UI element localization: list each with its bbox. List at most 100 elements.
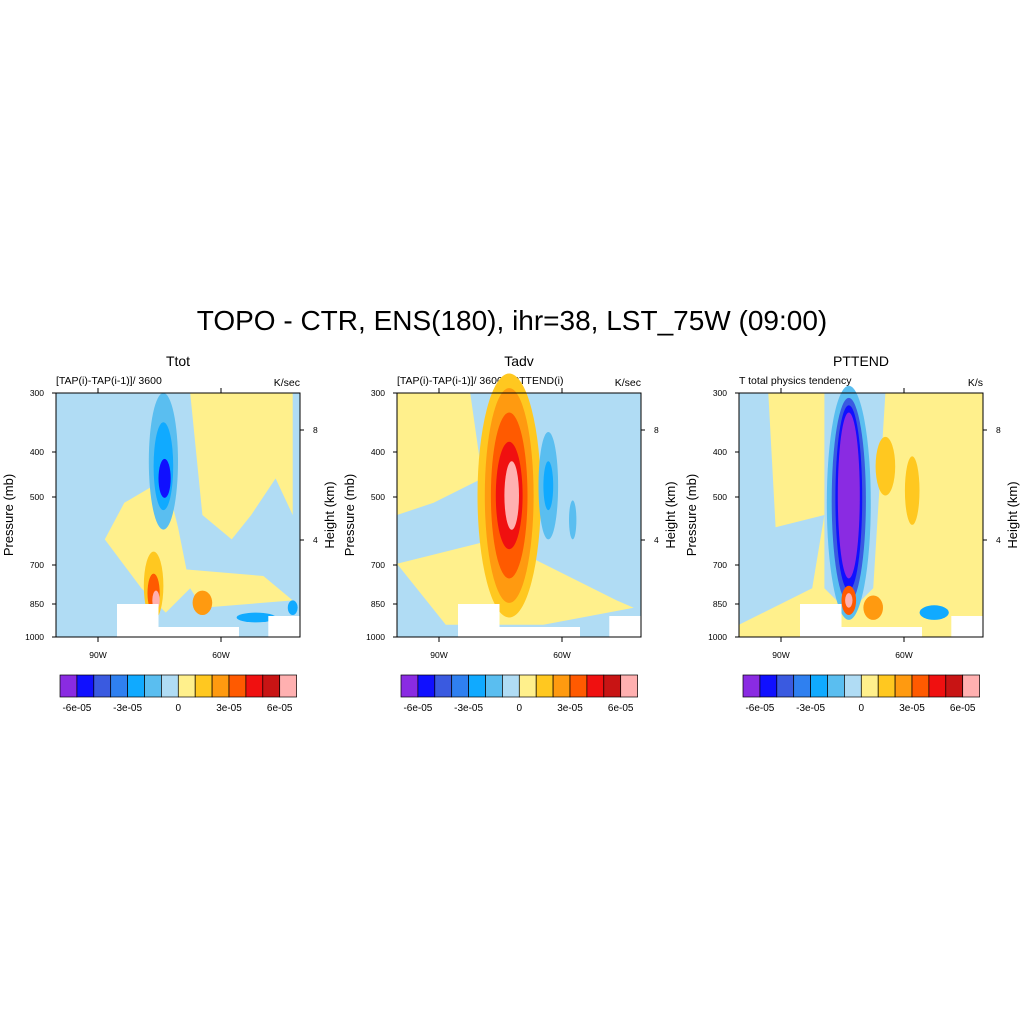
colorbar-label: 6e-05 — [950, 703, 976, 714]
y-tick-label: 300 — [371, 388, 385, 398]
y-right-tick-label: 4 — [654, 535, 659, 545]
colorbar-label: -3e-05 — [796, 703, 825, 714]
colorbar-swatch — [620, 674, 638, 698]
colorbar-swatch — [911, 674, 930, 698]
colorbar-label: 0 — [517, 703, 523, 714]
colorbar-swatch — [127, 674, 145, 698]
field-cold-core — [287, 600, 298, 615]
colorbar-swatch — [860, 674, 879, 698]
colorbar-swatch — [877, 674, 896, 698]
colorbar-swatch — [468, 674, 486, 698]
colorbar-label: 6e-05 — [608, 703, 634, 714]
y-right-axis-label: Height (km) — [1005, 481, 1020, 548]
y-tick-label: 1000 — [25, 632, 44, 642]
y-tick-label: 850 — [371, 599, 385, 609]
panel-subtitle-left: [TAP(i)-TAP(i-1)]/ 3600 — [56, 375, 162, 387]
colorbar-label: -3e-05 — [454, 703, 483, 714]
field-warm-core — [863, 595, 883, 620]
colorbar-swatch — [161, 674, 179, 698]
panel-title: PTTEND — [833, 353, 889, 369]
colorbar-swatch — [928, 674, 947, 698]
panel-subtitle-left: [TAP(i)-TAP(i-1)]/ 3600 - PTTEND(i) — [397, 375, 563, 387]
y-right-tick-label: 4 — [996, 535, 1001, 545]
colorbar-label: 3e-05 — [557, 703, 583, 714]
field-cold-core — [158, 458, 171, 498]
colorbar-label: -6e-05 — [745, 703, 774, 714]
y-axis-label: Pressure (mb) — [342, 474, 357, 556]
topography-mask — [800, 627, 922, 637]
x-tick-label: 90W — [772, 650, 789, 660]
field-cool-region — [739, 393, 825, 625]
plot-frame — [55, 392, 301, 638]
y-tick-label: 850 — [713, 599, 727, 609]
topography-mask — [268, 616, 300, 637]
colorbar-swatch — [586, 674, 605, 698]
colorbar-swatch — [434, 674, 453, 698]
colorbar-label: 3e-05 — [216, 703, 242, 714]
y-tick-label: 500 — [371, 492, 385, 502]
topography-mask — [951, 616, 983, 637]
colorbar-swatch — [518, 674, 537, 698]
x-tick-label: 60W — [212, 650, 229, 660]
plot-frame — [738, 392, 984, 638]
field-cold-core — [569, 500, 577, 540]
colorbar-swatch — [962, 674, 980, 698]
colorbar-swatch — [485, 674, 503, 698]
y-tick-label: 700 — [30, 560, 44, 570]
y-tick-label: 700 — [713, 560, 727, 570]
colorbar-swatch — [603, 674, 622, 698]
x-tick-label: 90W — [89, 650, 106, 660]
colorbar-swatch — [844, 674, 862, 698]
field-warm-core — [904, 456, 920, 525]
colorbar-swatch — [502, 674, 520, 698]
field-cold-core — [236, 612, 276, 623]
y-right-tick-label: 8 — [654, 425, 659, 435]
panel-units: K/s — [968, 377, 983, 389]
field-warm-core — [192, 590, 213, 615]
y-tick-label: 400 — [713, 447, 727, 457]
colorbar-swatch — [945, 674, 964, 698]
y-tick-label: 400 — [30, 447, 44, 457]
panel-title: Ttot — [166, 353, 190, 369]
colorbar-swatch — [245, 674, 264, 698]
panel-units: K/sec — [274, 377, 300, 389]
panel-subtitle-left: T total physics tendency — [739, 375, 852, 387]
y-tick-label: 850 — [30, 599, 44, 609]
x-tick-label: 60W — [553, 650, 570, 660]
contour-field — [397, 373, 641, 637]
chart-panel-pttend: PTTEND T total physics tendency K/s 300 400 5… — [684, 353, 1020, 714]
y-axis-label: Pressure (mb) — [1, 474, 16, 556]
colorbar-swatch — [451, 674, 469, 698]
y-tick-label: 500 — [713, 492, 727, 502]
topography-mask — [458, 627, 580, 637]
field-warm-core — [504, 461, 519, 530]
colorbar-swatch — [59, 674, 78, 698]
topography-mask — [117, 627, 239, 637]
colorbar-swatch — [110, 674, 128, 698]
colorbar-swatch — [552, 674, 571, 698]
y-right-axis-label: Height (km) — [322, 481, 337, 548]
y-right-axis-label: Height (km) — [663, 481, 678, 548]
field-warm-core — [875, 436, 896, 496]
colorbar-swatch — [279, 674, 297, 698]
y-tick-label: 300 — [713, 388, 727, 398]
plot-frame — [396, 392, 642, 638]
topography-mask — [609, 616, 641, 637]
colorbar-swatch — [894, 674, 913, 698]
y-tick-label: 500 — [30, 492, 44, 502]
colorbar-swatch — [810, 674, 828, 698]
colorbar-swatch — [144, 674, 162, 698]
colorbar-swatch — [211, 674, 230, 698]
colorbar-swatch — [776, 674, 795, 698]
colorbar-label: -3e-05 — [113, 703, 142, 714]
field-warm-region — [190, 393, 293, 540]
contour-field — [56, 393, 300, 637]
colorbar-swatch — [569, 674, 588, 698]
colorbar-swatch — [76, 674, 95, 698]
colorbar-swatch — [228, 674, 247, 698]
colorbar-swatch — [535, 674, 554, 698]
x-tick-label: 60W — [895, 650, 912, 660]
panel-units: K/sec — [615, 377, 641, 389]
